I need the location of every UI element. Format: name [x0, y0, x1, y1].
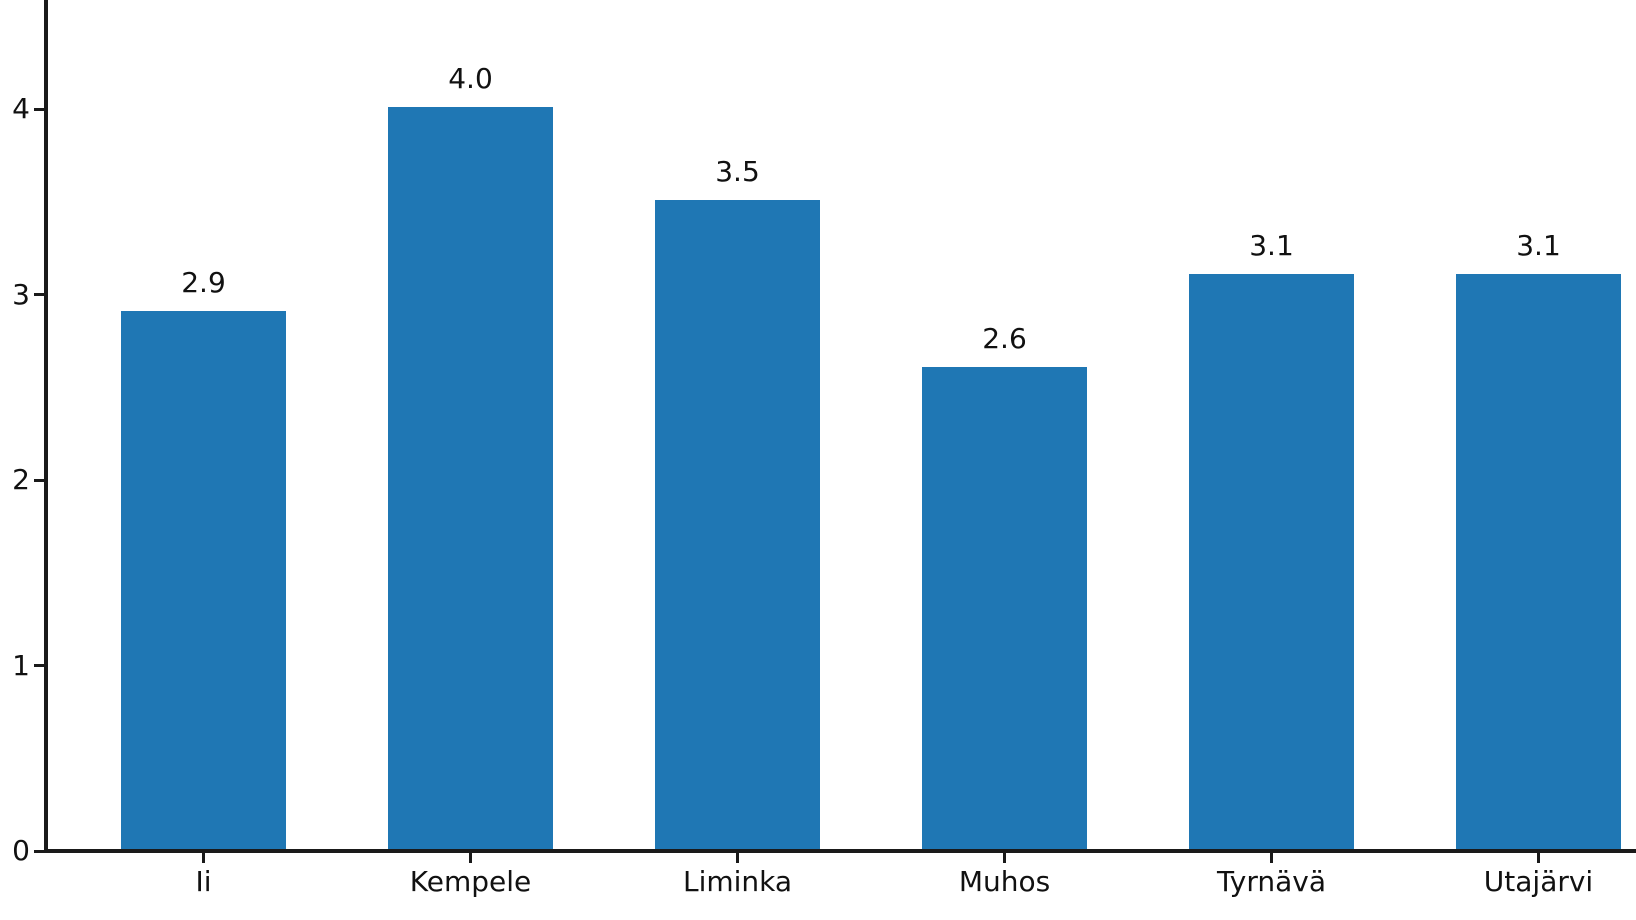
x-tick-mark: [736, 853, 739, 863]
x-tick-mark: [1003, 853, 1006, 863]
x-tick-mark: [202, 853, 205, 863]
bar: [922, 366, 1087, 849]
y-tick-label: 2: [12, 463, 30, 496]
y-tick-label: 4: [12, 92, 30, 125]
y-tick-label: 3: [12, 277, 30, 311]
bar-value-label: 2.6: [982, 321, 1027, 355]
y-tick-label: 0: [12, 834, 30, 867]
y-tick-mark: [34, 664, 44, 667]
x-axis-spine: [44, 849, 1636, 853]
bar-value-label: 3.1: [1516, 228, 1561, 262]
bar-value-label: 3.1: [1249, 228, 1294, 262]
x-tick-label: Utajärvi: [1483, 865, 1594, 898]
y-tick-mark: [34, 107, 44, 111]
x-tick-mark: [469, 853, 472, 863]
bar-value-label: 4.0: [448, 62, 493, 95]
bar-value-label: 3.5: [715, 154, 760, 188]
x-tick-mark: [1537, 853, 1540, 863]
bar: [388, 107, 553, 849]
y-tick-mark: [34, 478, 44, 482]
x-tick-label: Tyrnävä: [1217, 865, 1326, 898]
y-tick-label: 1: [12, 648, 30, 682]
y-axis-spine: [44, 0, 48, 853]
x-tick-label: Liminka: [682, 865, 793, 898]
bar: [121, 311, 286, 849]
bar: [655, 199, 820, 849]
y-tick-mark: [34, 849, 44, 853]
bar-value-label: 2.9: [181, 266, 226, 300]
bar: [1189, 273, 1354, 849]
x-tick-label: Ii: [195, 865, 212, 898]
bar: [1456, 273, 1621, 849]
y-tick-mark: [34, 293, 44, 296]
x-tick-label: Muhos: [958, 865, 1051, 898]
x-tick-mark: [1270, 853, 1273, 863]
x-tick-label: Kempele: [409, 865, 532, 898]
